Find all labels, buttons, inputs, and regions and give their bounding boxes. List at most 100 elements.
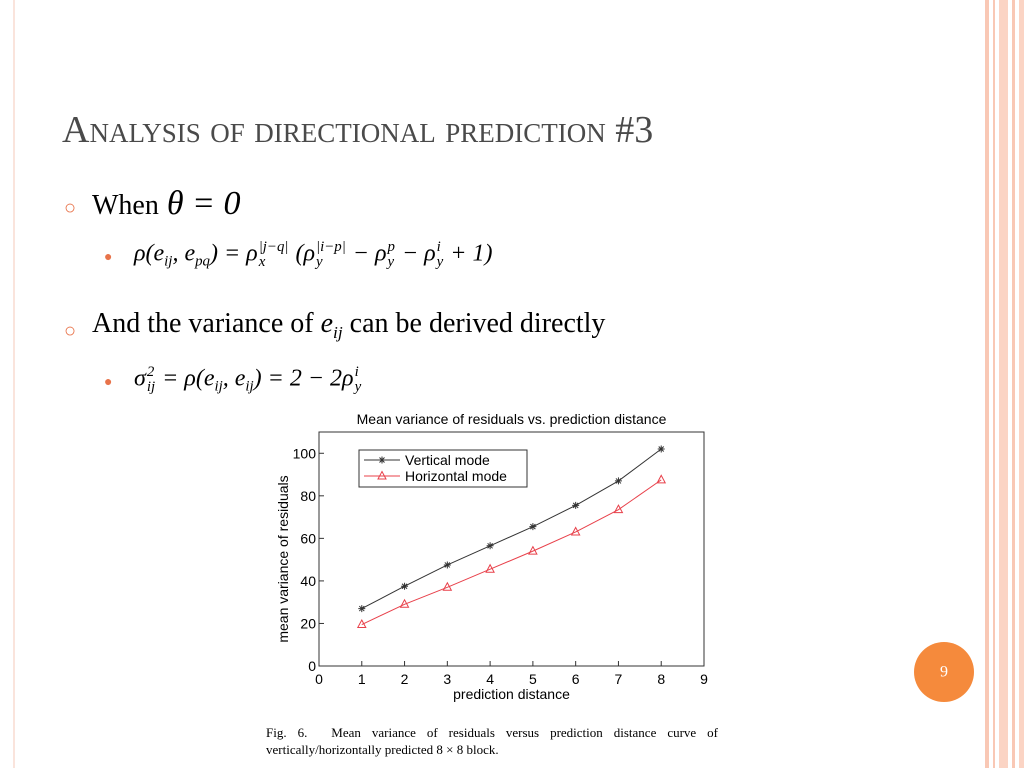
marker <box>572 501 580 509</box>
sub-bullet-marker: ● <box>104 250 113 265</box>
x-tick-label: 8 <box>657 671 665 687</box>
sub-bullet-formula: σ 2 ij = ρ(eij, eij) = 2 − 2ρ i y <box>134 365 362 396</box>
y-axis-label: mean variance of residuals <box>275 475 291 642</box>
formula-text: θ = 0 <box>166 185 241 222</box>
marker <box>613 504 624 514</box>
bullet-marker: ○ <box>64 320 77 342</box>
x-tick-label: 4 <box>486 671 494 687</box>
bullet-text: can be derived directly <box>342 308 606 339</box>
stripe <box>1012 0 1015 768</box>
series-line <box>361 448 662 610</box>
formula-text: σ <box>134 365 146 392</box>
stripe <box>999 0 1008 768</box>
x-tick-label: 0 <box>315 671 323 687</box>
y-tick-label: 80 <box>300 488 316 504</box>
marker <box>528 545 538 555</box>
subscript: pq <box>195 253 210 270</box>
bullet: When θ = 0 <box>92 185 241 223</box>
y-tick-label: 0 <box>308 658 316 674</box>
marker <box>485 563 495 573</box>
stripe <box>985 0 989 768</box>
subscript: y <box>354 378 362 395</box>
marker <box>442 581 453 591</box>
subscript: ij <box>245 378 254 395</box>
x-tick-label: 6 <box>572 671 580 687</box>
marker <box>443 561 451 569</box>
marker <box>656 474 667 484</box>
formula-script: 2 ij <box>147 365 155 395</box>
marker <box>401 582 409 590</box>
x-tick-label: 2 <box>401 671 409 687</box>
subscript: ij <box>214 378 223 395</box>
formula-text: , e <box>172 240 196 267</box>
y-tick-label: 20 <box>300 615 316 631</box>
y-tick-label: 40 <box>300 573 316 589</box>
marker <box>657 445 665 453</box>
marker <box>570 526 581 536</box>
superscript: i <box>436 239 441 255</box>
superscript: 2 <box>146 364 155 380</box>
stripe <box>993 0 995 768</box>
marker <box>486 542 494 550</box>
chart-title: Mean variance of residuals vs. predictio… <box>357 411 667 427</box>
marker <box>529 523 537 531</box>
marker <box>399 598 410 608</box>
marker <box>377 470 387 480</box>
superscript: |i−p| <box>316 239 346 255</box>
superscript: p <box>387 239 395 255</box>
x-tick-label: 9 <box>700 671 708 687</box>
x-tick-label: 7 <box>615 671 623 687</box>
marker <box>378 456 386 464</box>
marker <box>356 618 367 629</box>
bullet-text: When <box>92 190 159 221</box>
subscript: ij <box>146 378 156 395</box>
y-tick-label: 100 <box>293 445 317 461</box>
formula-script: |i−p| y <box>316 240 346 270</box>
subscript: y <box>387 253 395 270</box>
legend-label: Horizontal mode <box>405 468 507 484</box>
y-tick-label: 60 <box>300 530 316 546</box>
page-number: 9 <box>940 664 948 681</box>
bullet-text: And the variance of <box>92 308 321 339</box>
bullet-marker: ○ <box>64 197 77 219</box>
superscript: |j−q| <box>258 239 289 255</box>
series-line <box>361 479 662 625</box>
figure-caption: Fig. 6. Mean variance of residuals versu… <box>266 725 718 757</box>
formula-text: ) = 2 − 2ρ <box>253 365 354 392</box>
subscript: ij <box>333 323 343 343</box>
superscript: i <box>354 364 359 380</box>
slide-title: Analysis of directional prediction #3 <box>62 109 654 151</box>
legend-label: Vertical mode <box>405 452 490 468</box>
formula-script: |j−q| x <box>259 240 289 270</box>
stripe <box>1019 0 1024 768</box>
formula-text: (ρ <box>289 240 315 267</box>
subscript: y <box>436 253 444 270</box>
formula-text: ) = ρ <box>209 240 258 267</box>
bullet: And the variance of eij can be derived d… <box>92 308 605 343</box>
sub-bullet-marker: ● <box>104 375 113 390</box>
formula-text: = ρ(e <box>156 365 215 392</box>
marker <box>358 605 366 613</box>
marker <box>614 477 622 485</box>
formula-text: − ρ <box>346 240 387 267</box>
formula-text: + 1) <box>444 240 493 267</box>
formula-text: , e <box>222 365 246 392</box>
formula-text: ρ(e <box>134 240 165 267</box>
x-axis-label: prediction distance <box>453 686 570 702</box>
variable: e <box>320 308 334 339</box>
formula-text: − ρ <box>395 240 436 267</box>
x-tick-label: 5 <box>529 671 537 687</box>
subscript: y <box>316 253 323 270</box>
subscript: x <box>258 253 266 270</box>
subscript: ij <box>164 253 173 270</box>
legend-box <box>358 449 528 488</box>
formula: θ = 0 <box>167 185 241 222</box>
x-tick-label: 1 <box>358 671 366 687</box>
x-tick-label: 3 <box>443 671 451 687</box>
